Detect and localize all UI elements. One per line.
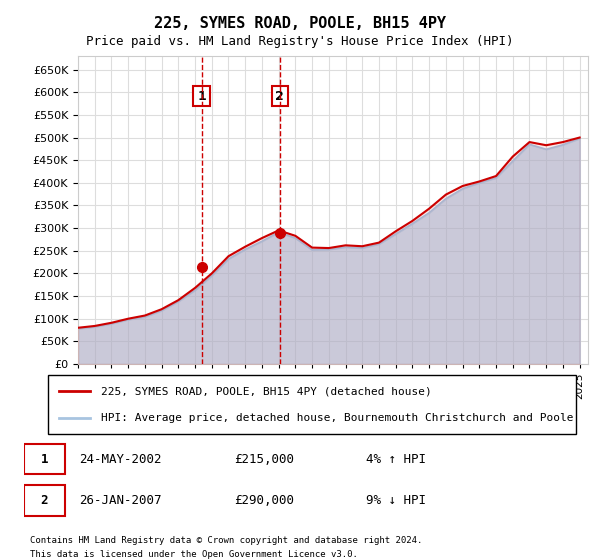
- Text: 9% ↓ HPI: 9% ↓ HPI: [366, 494, 426, 507]
- Text: 4% ↑ HPI: 4% ↑ HPI: [366, 452, 426, 466]
- Text: 2: 2: [41, 494, 48, 507]
- FancyBboxPatch shape: [24, 485, 65, 516]
- Text: 1: 1: [197, 90, 206, 102]
- Text: 225, SYMES ROAD, POOLE, BH15 4PY: 225, SYMES ROAD, POOLE, BH15 4PY: [154, 16, 446, 31]
- Text: Price paid vs. HM Land Registry's House Price Index (HPI): Price paid vs. HM Land Registry's House …: [86, 35, 514, 48]
- Text: 225, SYMES ROAD, POOLE, BH15 4PY (detached house): 225, SYMES ROAD, POOLE, BH15 4PY (detach…: [101, 386, 431, 396]
- FancyBboxPatch shape: [48, 375, 576, 434]
- Text: 2: 2: [275, 90, 284, 102]
- Text: 26-JAN-2007: 26-JAN-2007: [79, 494, 162, 507]
- Text: 24-MAY-2002: 24-MAY-2002: [79, 452, 162, 466]
- Text: This data is licensed under the Open Government Licence v3.0.: This data is licensed under the Open Gov…: [30, 550, 358, 559]
- Text: HPI: Average price, detached house, Bournemouth Christchurch and Poole: HPI: Average price, detached house, Bour…: [101, 413, 574, 423]
- FancyBboxPatch shape: [24, 444, 65, 474]
- Text: £290,000: £290,000: [234, 494, 294, 507]
- Text: 1: 1: [41, 452, 48, 466]
- Text: Contains HM Land Registry data © Crown copyright and database right 2024.: Contains HM Land Registry data © Crown c…: [30, 536, 422, 545]
- Text: £215,000: £215,000: [234, 452, 294, 466]
